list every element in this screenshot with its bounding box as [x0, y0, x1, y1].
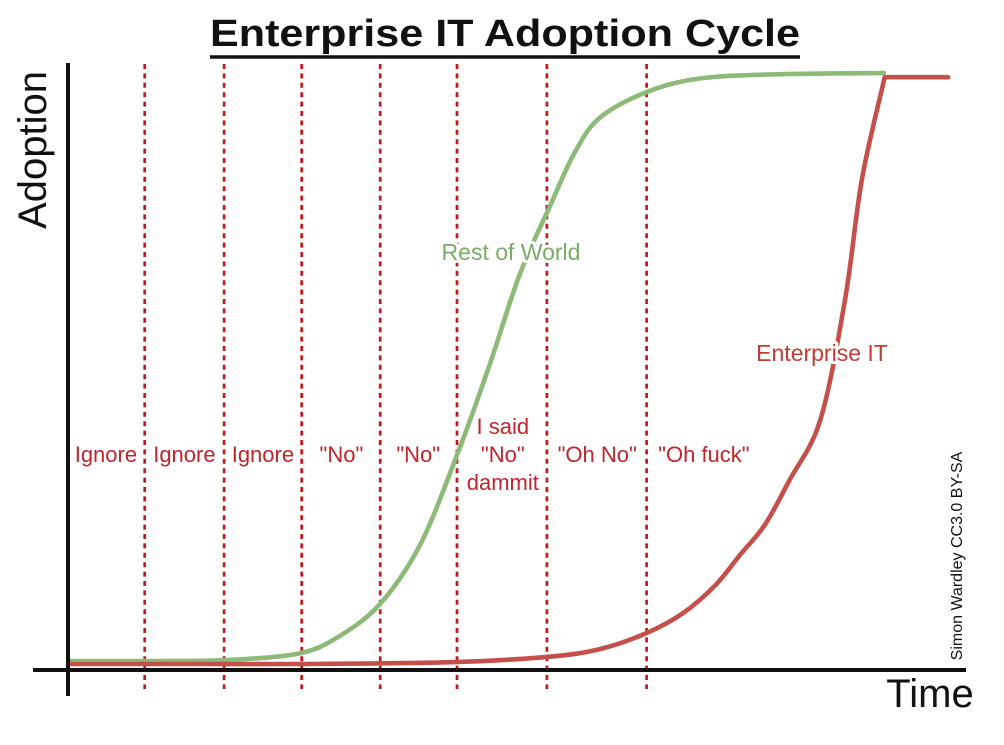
- curve-labels: Rest of World Enterprise IT: [439, 236, 891, 369]
- curve-enterprise-it: [67, 74, 951, 667]
- x-axis-label: Time: [886, 672, 973, 716]
- phase-label: Ignore: [75, 442, 137, 467]
- phase-label: "No": [481, 442, 525, 467]
- phase-label: "No": [320, 442, 364, 467]
- adoption-curves: [67, 70, 951, 667]
- y-axis-label: Adoption: [11, 71, 55, 229]
- phase-label: dammit: [467, 470, 539, 495]
- phase-label: "Oh No": [558, 442, 637, 467]
- chart-title: Enterprise IT Adoption Cycle: [210, 13, 800, 55]
- phase-label: "No": [396, 442, 440, 467]
- phase-divider-lines: [143, 64, 648, 689]
- phase-label: Ignore: [232, 442, 294, 467]
- phase-label: "Oh fuck": [658, 442, 749, 467]
- curve-label-rest-of-world: Rest of World: [442, 239, 581, 265]
- phase-label: I said: [477, 414, 530, 439]
- curve-rest-of-world: [67, 70, 887, 664]
- phase-labels: Ignore Ignore Ignore "No" "No" I said "No" damm…: [72, 412, 752, 498]
- attribution: Simon Wardley CC3.0 BY-SA: [949, 451, 966, 660]
- curve-label-enterprise-it: Enterprise IT: [756, 340, 888, 366]
- phase-label: Ignore: [153, 442, 215, 467]
